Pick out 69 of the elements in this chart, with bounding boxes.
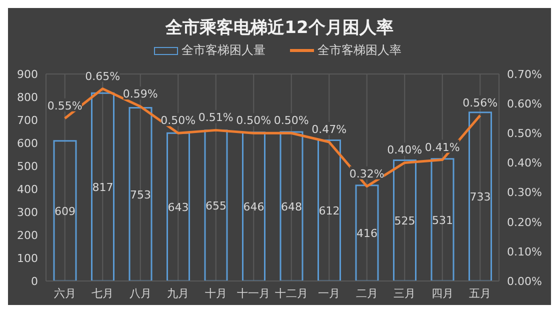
bar [393,160,416,281]
data-label: 753 [130,188,151,202]
y2-tick-label: 0.00% [507,274,542,288]
bar [128,107,152,281]
bar [318,139,341,281]
x-tick-label: 五月 [469,286,492,300]
y-tick-label: 0 [31,274,38,288]
y-tick-label: 100 [17,252,38,265]
x-tick-label: 四月 [431,286,454,300]
data-label: 0.47% [312,123,347,136]
x-tick-label: 八月 [129,286,152,300]
bar [280,131,304,281]
y-tick-label: 300 [17,206,38,219]
data-label: 0.50% [160,114,196,128]
x-tick-label: 十二月 [274,286,308,300]
y2-tick-label: 0.40% [507,156,542,170]
bar [166,132,190,281]
data-label: 525 [394,214,416,228]
x-tick-label: 十一月 [237,286,270,300]
legend-label: 全市客梯困人量 [182,42,266,59]
data-label: 817 [92,181,114,194]
y2-tick-label: 0.10% [507,245,542,258]
x-tick-label: 九月 [167,286,190,300]
x-tick-label: 二月 [356,286,378,300]
y-tick-label: 600 [17,136,38,150]
y2-tick-label: 0.70% [507,68,542,81]
x-tick-label: 六月 [54,286,76,300]
y-tick-label: 800 [17,90,38,104]
y-tick-label: 500 [17,160,38,173]
y-tick-label: 900 [17,68,38,81]
data-label: 531 [432,214,453,227]
y2-tick-label: 0.20% [507,216,542,229]
data-label: 0.50% [274,114,309,128]
data-label: 0.65% [85,70,120,83]
data-label: 648 [281,200,302,214]
bar [430,158,454,281]
x-tick-label: 十月 [204,286,227,300]
chart-title: 全市乘客电梯近12个月困人率 [164,17,394,39]
data-label: 0.50% [236,114,272,128]
bar [242,132,266,281]
data-label: 733 [470,190,491,204]
data-label: 643 [168,201,189,214]
data-label: 609 [54,204,76,218]
data-label: 0.56% [462,96,498,110]
data-label: 0.51% [198,111,234,124]
bar [91,92,114,281]
data-label: 0.40% [387,144,422,157]
x-tick-label: 三月 [394,286,416,300]
data-label: 655 [206,200,226,213]
y2-tick-label: 0.60% [507,97,542,110]
y-tick-label: 700 [17,114,38,127]
data-label: 0.41% [424,140,460,154]
y-tick-label: 200 [17,228,38,242]
data-label: 646 [243,200,264,214]
data-label: 0.59% [122,88,158,101]
bar [468,112,492,281]
bar [204,130,228,281]
x-tick-label: 七月 [92,286,114,300]
data-label: 0.32% [349,167,384,180]
legend-label: 全市客梯困人率 [318,42,402,59]
y2-tick-label: 0.50% [507,127,542,140]
bar [355,184,379,281]
x-tick-label: 一月 [318,286,340,300]
bar [53,140,77,281]
data-label: 612 [318,204,340,218]
y2-tick-label: 0.30% [507,186,542,200]
data-label: 0.55% [47,99,82,112]
data-label: 416 [356,227,378,240]
y-tick-label: 400 [17,182,38,196]
